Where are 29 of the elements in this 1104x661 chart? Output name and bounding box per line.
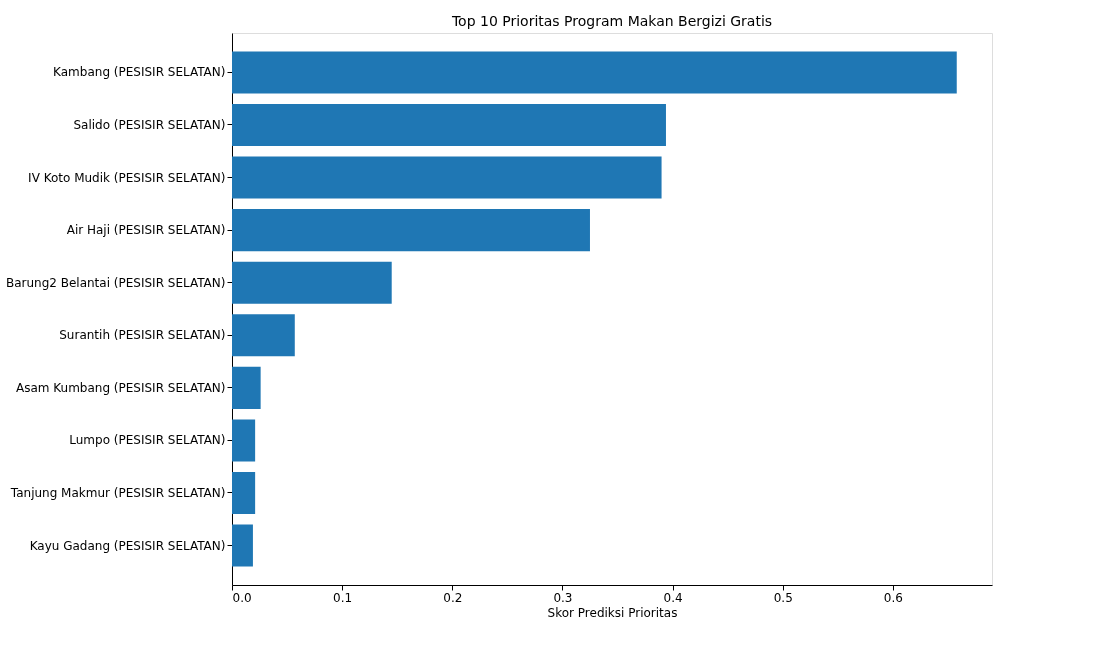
y-tick-label: Barung2 Belantai (PESISIR SELATAN) bbox=[5, 275, 226, 290]
x-axis-title: Skor Prediksi Prioritas bbox=[547, 605, 678, 620]
x-tick-label: 0.4 bbox=[663, 590, 683, 605]
bar bbox=[232, 314, 295, 357]
bar bbox=[232, 209, 590, 252]
bar bbox=[232, 471, 256, 515]
bar bbox=[232, 261, 392, 304]
x-tick-label: 0.1 bbox=[333, 590, 353, 605]
bar bbox=[232, 419, 256, 462]
y-tick-label: Surantih (PESISIR SELATAN) bbox=[59, 328, 226, 343]
bar bbox=[232, 103, 666, 147]
bar bbox=[232, 51, 957, 94]
y-tick-label: Kayu Gadang (PESISIR SELATAN) bbox=[29, 538, 226, 553]
bar bbox=[232, 156, 662, 199]
bar bbox=[232, 524, 253, 567]
y-tick-label: Asam Kumbang (PESISIR SELATAN) bbox=[15, 380, 226, 395]
x-tick-label: 0.2 bbox=[443, 590, 463, 605]
y-tick-label: IV Koto Mudik (PESISIR SELATAN) bbox=[28, 170, 226, 185]
y-tick-label: Tanjung Makmur (PESISIR SELATAN) bbox=[9, 486, 226, 500]
y-tick-label: Kambang (PESISIR SELATAN) bbox=[53, 65, 226, 80]
y-tick-label: Lumpo (PESISIR SELATAN) bbox=[69, 433, 226, 448]
x-tick-label: 0.5 bbox=[773, 590, 793, 605]
y-tick-label: Air Haji (PESISIR SELATAN) bbox=[66, 223, 226, 238]
x-tick-label: 0.3 bbox=[553, 590, 573, 605]
y-tick-label: Salido (PESISIR SELATAN) bbox=[73, 118, 226, 132]
chart-title: Top 10 Prioritas Program Makan Bergizi Gratis bbox=[450, 13, 773, 29]
bar bbox=[232, 366, 261, 409]
x-tick-label: 0.0 bbox=[232, 590, 252, 605]
x-tick-label: 0.6 bbox=[883, 590, 903, 605]
